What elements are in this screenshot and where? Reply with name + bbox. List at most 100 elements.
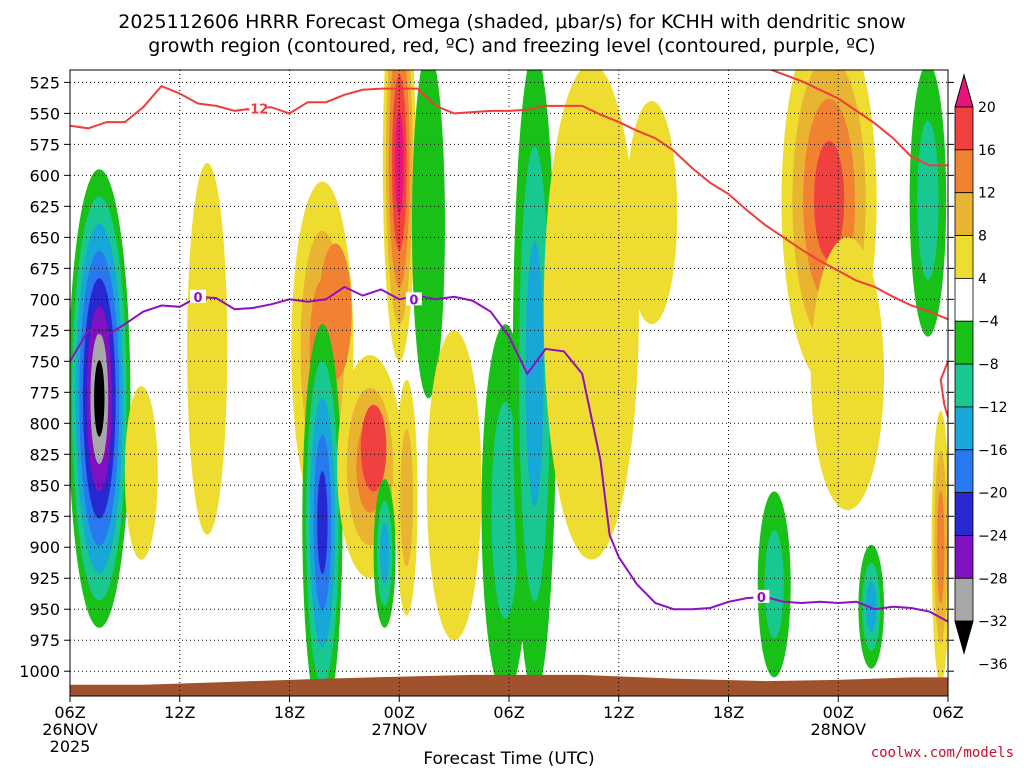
colorbar-swatch-6 [954, 320, 974, 365]
x-tick-label-24-0: 06Z [493, 703, 524, 722]
x-tick-label-30-0: 12Z [603, 703, 634, 722]
omega-blob-19-level-4 [810, 237, 885, 511]
y-tick-label-825: 825 [29, 445, 60, 464]
contour-labels: -12 0 0 0 [190, 101, 770, 606]
contours [70, 70, 948, 623]
y-tick-label-600: 600 [29, 166, 60, 185]
omega-blob-10-level-8 [400, 429, 413, 567]
colorbar-label-7: −12 [978, 400, 1008, 416]
colorbar-swatch-9 [954, 449, 974, 494]
freezing-label-2: 0 [409, 293, 418, 308]
grid [70, 70, 948, 696]
x-tick-label-0-0: 06Z [54, 703, 85, 722]
colorbar-swatch-7 [954, 363, 974, 408]
dgz-contour-label-bg [248, 101, 265, 115]
colorbar-label-0: 20 [978, 100, 996, 116]
x-tick-label-12-0: 18Z [274, 703, 305, 722]
omega-blob-7-level-16 [360, 404, 387, 492]
chart-title-line-2: growth region (contoured, red, ºC) and f… [148, 35, 875, 57]
omega-blob-22-level-12 [936, 491, 945, 604]
y-tick-label-675: 675 [29, 259, 60, 278]
omega-blob-1-level-4 [124, 386, 158, 560]
y-tick-label-525: 525 [29, 73, 60, 92]
y-tick-label-725: 725 [29, 321, 60, 340]
omega-blob-16-level-4 [626, 101, 678, 325]
x-tick-label-18-1: 27NOV [371, 720, 427, 739]
x-tick-label-42-0: 00Z [823, 703, 854, 722]
y-tick-label-875: 875 [29, 507, 60, 526]
x-tick-label-42-1: 28NOV [810, 720, 866, 739]
freezing-label-1: 0 [194, 291, 203, 306]
x-tick-label-0-2: 2025 [50, 737, 91, 756]
y-tick-label-950: 950 [29, 600, 60, 619]
omega-blob-2-level-4 [187, 163, 228, 535]
x-tick-label-18-0: 00Z [384, 703, 415, 722]
y-tick-label-575: 575 [29, 135, 60, 154]
y-tick-label-1000: 1000 [19, 662, 60, 681]
colorbar-top-arrow [954, 73, 974, 108]
colorbar-swatch-3 [954, 192, 974, 236]
colorbar-swatch-11 [954, 535, 974, 579]
colorbar-bottom-arrow [954, 620, 974, 656]
y-tick-label-975: 975 [29, 631, 60, 650]
omega-blob-18-level-16 [814, 141, 845, 260]
omega-blob-5-level--24 [317, 471, 328, 574]
omega-shading [70, 70, 948, 696]
colorbar-label-13: −36 [978, 657, 1008, 673]
colorbar-swatch-5 [954, 277, 974, 322]
y-tick-label-800: 800 [29, 414, 60, 433]
freezing-label-2-bg [405, 292, 422, 306]
colorbar-swatch-12 [954, 577, 974, 622]
y-tick-label-850: 850 [29, 476, 60, 495]
y-tick-label-900: 900 [29, 538, 60, 557]
colorbar-swatch-1 [954, 106, 974, 151]
colorbar-label-8: −16 [978, 443, 1008, 459]
x-tick-label-48-0: 06Z [932, 703, 963, 722]
colorbar-label-1: 16 [978, 143, 996, 159]
omega-blob-0-level--36 [94, 360, 105, 437]
y-tick-label-925: 925 [29, 569, 60, 588]
colorbar: 20 16 12 8 4 −4 −8 −12 −16 −20 −24 −28 −32 −36 [954, 73, 1008, 673]
y-tick-label-550: 550 [29, 104, 60, 123]
colorbar-label-6: −8 [978, 357, 999, 373]
colorbar-label-9: −20 [978, 486, 1008, 502]
dgz-contour-line-2 [768, 70, 948, 167]
omega-blob-15-level-4 [543, 70, 639, 560]
y-tick-label-700: 700 [29, 290, 60, 309]
y-tick-label-650: 650 [29, 228, 60, 247]
omega-blob-14-level--16 [525, 241, 544, 507]
omega-blob-8-level--16 [380, 522, 390, 585]
colorbar-label-3: 8 [978, 229, 987, 245]
dgz-contour-line [70, 84, 948, 321]
colorbar-swatch-10 [954, 492, 974, 536]
colorbar-label-11: −28 [978, 571, 1008, 587]
colorbar-label-5: −4 [978, 314, 999, 330]
freezing-label-3: 0 [757, 591, 766, 606]
freezing-label-1-bg [190, 289, 207, 303]
dgz-contour-label: -12 [245, 102, 269, 117]
y-tick-label-625: 625 [29, 197, 60, 216]
colorbar-label-4: 4 [978, 271, 987, 287]
chart-title-line-1: 2025112606 HRRR Forecast Omega (shaded, … [118, 11, 906, 33]
omega-blob-21-level--12 [917, 120, 939, 280]
colorbar-swatch-4 [954, 235, 974, 279]
y-tick-label-775: 775 [29, 383, 60, 402]
colorbar-swatch-8 [954, 406, 974, 451]
colorbar-label-2: 12 [978, 186, 996, 202]
colorbar-label-12: −32 [978, 614, 1008, 630]
x-tick-label-36-0: 18Z [713, 703, 744, 722]
colorbar-swatch-2 [954, 149, 974, 194]
omega-blob-13-level--12 [491, 401, 520, 619]
x-tick-label-0-1: 26NOV [42, 720, 98, 739]
y-tick-label-750: 750 [29, 352, 60, 371]
freezing-level-line [70, 285, 948, 623]
omega-blob-11-level--8 [412, 70, 445, 399]
omega-blob-17-level--12 [764, 530, 784, 639]
x-axis-label: Forecast Time (UTC) [423, 749, 594, 768]
colorbar-label-10: −24 [978, 528, 1008, 544]
dgz-contour-line-3 [939, 360, 948, 418]
freezing-label-3-bg [753, 589, 770, 603]
x-tick-label-6-0: 12Z [164, 703, 195, 722]
